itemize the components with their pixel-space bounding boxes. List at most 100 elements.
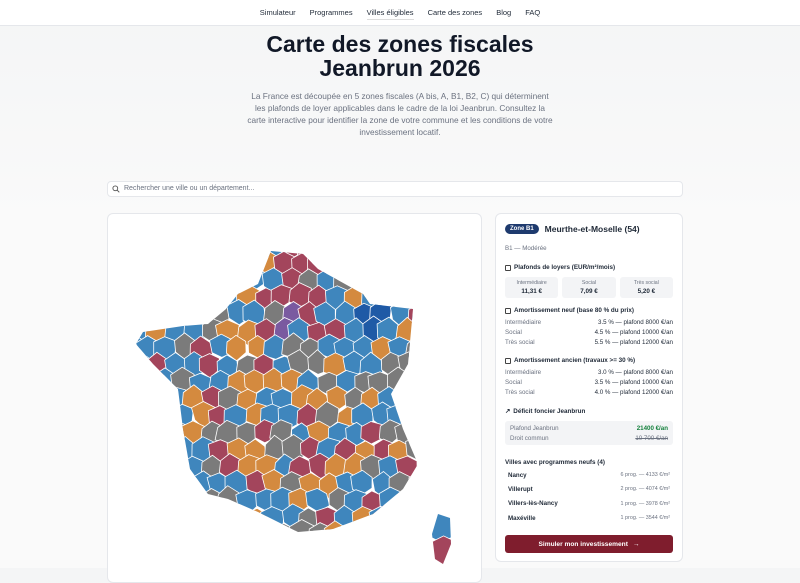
nav-link[interactable]: FAQ xyxy=(525,8,541,17)
department[interactable] xyxy=(210,504,234,531)
department[interactable] xyxy=(163,287,187,314)
department[interactable] xyxy=(225,263,248,292)
department[interactable] xyxy=(119,437,143,464)
department[interactable] xyxy=(125,284,148,308)
department[interactable] xyxy=(173,471,198,499)
nav-link[interactable]: Programmes xyxy=(309,8,353,17)
department[interactable] xyxy=(134,436,159,462)
department[interactable] xyxy=(165,520,189,547)
department[interactable] xyxy=(380,249,403,275)
department[interactable] xyxy=(146,284,169,309)
department[interactable] xyxy=(369,232,393,256)
department[interactable] xyxy=(152,266,176,291)
department[interactable] xyxy=(397,285,421,309)
department[interactable] xyxy=(397,522,420,547)
department[interactable] xyxy=(118,268,143,294)
department[interactable] xyxy=(146,251,171,279)
nav-link[interactable]: Simulateur xyxy=(259,8,296,17)
department[interactable] xyxy=(143,421,167,444)
department[interactable] xyxy=(332,231,355,256)
department[interactable] xyxy=(190,231,214,257)
department[interactable] xyxy=(164,451,188,479)
search-input[interactable]: Rechercher une ville ou un département..… xyxy=(107,181,683,197)
department[interactable] xyxy=(173,266,197,295)
department[interactable] xyxy=(351,505,375,532)
department[interactable] xyxy=(127,489,151,516)
department[interactable] xyxy=(174,505,197,533)
nav-link[interactable]: Blog xyxy=(496,8,512,17)
department[interactable] xyxy=(117,298,140,325)
department[interactable] xyxy=(243,267,266,291)
department[interactable] xyxy=(175,299,199,324)
department[interactable] xyxy=(361,521,385,546)
department[interactable] xyxy=(120,471,144,498)
department[interactable] xyxy=(154,438,179,462)
department[interactable] xyxy=(136,266,160,293)
department[interactable] xyxy=(351,234,375,257)
department[interactable] xyxy=(398,489,421,514)
department[interactable] xyxy=(164,251,190,277)
department[interactable] xyxy=(179,523,204,549)
department[interactable] xyxy=(136,234,159,259)
department[interactable] xyxy=(380,520,405,548)
department[interactable] xyxy=(361,249,385,276)
department[interactable] xyxy=(207,270,231,294)
department[interactable] xyxy=(120,231,142,258)
department[interactable] xyxy=(162,419,186,447)
department[interactable] xyxy=(396,384,420,411)
department[interactable] xyxy=(371,268,394,294)
department[interactable] xyxy=(223,233,248,258)
nav-link[interactable]: Villes éligibles xyxy=(366,6,414,20)
department[interactable] xyxy=(127,386,149,413)
department[interactable] xyxy=(120,504,143,532)
department[interactable] xyxy=(198,251,224,277)
department[interactable] xyxy=(252,521,275,549)
department[interactable] xyxy=(128,456,152,481)
department[interactable] xyxy=(180,286,205,312)
department[interactable] xyxy=(117,332,142,358)
department[interactable] xyxy=(235,251,261,276)
department[interactable] xyxy=(154,401,180,428)
department[interactable] xyxy=(118,402,143,429)
department[interactable] xyxy=(344,251,369,277)
department[interactable] xyxy=(154,471,178,498)
department[interactable] xyxy=(155,502,176,528)
department[interactable] xyxy=(428,535,458,567)
department[interactable] xyxy=(228,504,252,532)
department[interactable] xyxy=(234,519,260,545)
department[interactable] xyxy=(408,265,430,291)
department[interactable] xyxy=(382,281,405,310)
department[interactable] xyxy=(146,454,170,479)
department[interactable] xyxy=(181,489,205,517)
department[interactable] xyxy=(197,520,223,547)
department[interactable] xyxy=(245,234,267,260)
department[interactable] xyxy=(405,368,430,392)
department[interactable] xyxy=(182,249,206,277)
department[interactable] xyxy=(191,269,216,292)
city-row[interactable]: Villerupt 2 prog. — 4074 €/m² xyxy=(505,482,673,496)
department[interactable] xyxy=(405,400,429,430)
department[interactable] xyxy=(136,469,162,496)
department[interactable] xyxy=(199,283,223,311)
department[interactable] xyxy=(145,386,170,411)
department[interactable] xyxy=(146,490,170,515)
simulate-button[interactable]: Simuler mon investissement → xyxy=(505,535,673,553)
department[interactable] xyxy=(118,370,142,395)
department[interactable] xyxy=(129,521,151,547)
department[interactable] xyxy=(315,230,338,258)
department[interactable] xyxy=(388,263,412,292)
department[interactable] xyxy=(217,250,242,274)
city-row[interactable]: Villers-lès-Nancy 1 prog. — 3978 €/m² xyxy=(505,497,673,511)
department[interactable] xyxy=(136,406,161,433)
department[interactable] xyxy=(190,503,215,530)
department[interactable] xyxy=(128,418,150,444)
department[interactable] xyxy=(136,367,159,393)
department[interactable] xyxy=(138,300,160,325)
department[interactable] xyxy=(344,521,368,544)
department[interactable] xyxy=(260,506,285,533)
department[interactable] xyxy=(152,298,177,326)
department[interactable] xyxy=(407,503,431,529)
department[interactable] xyxy=(145,521,170,547)
department[interactable] xyxy=(137,506,161,529)
department[interactable] xyxy=(153,233,179,260)
